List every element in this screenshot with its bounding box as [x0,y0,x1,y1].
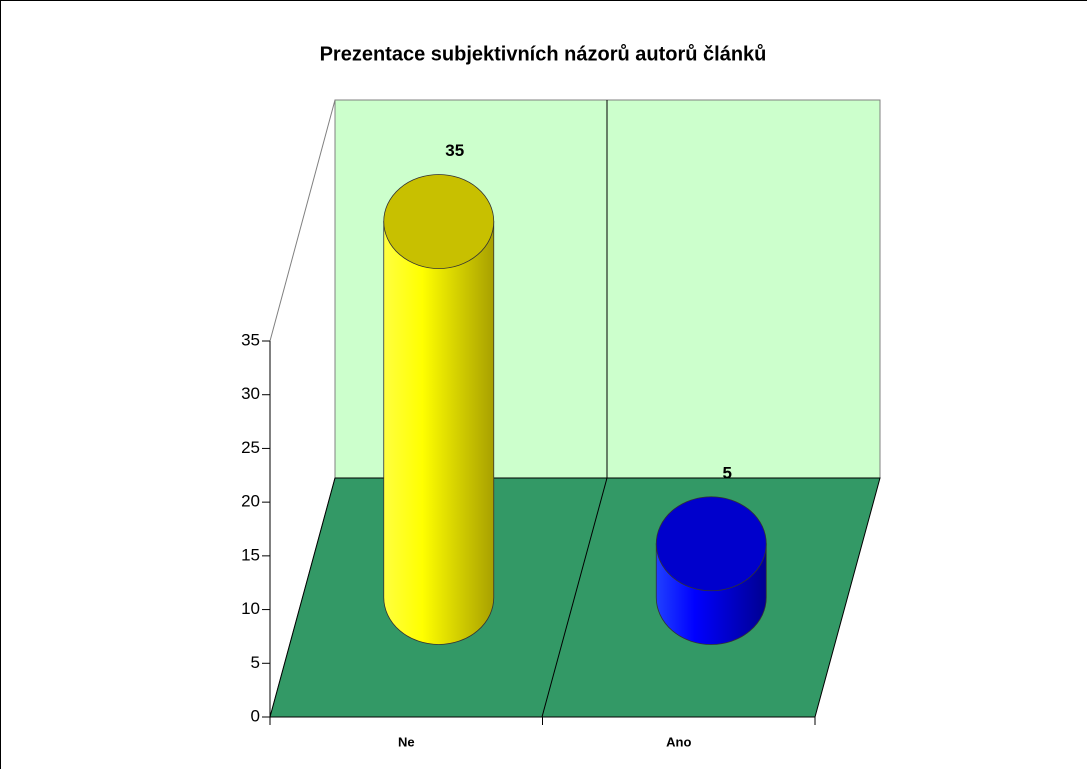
y-tick-label: 15 [241,545,260,564]
y-tick-label: 10 [241,599,260,618]
y-tick-label: 30 [241,384,260,403]
floor-divider [541,477,608,718]
y-tick-label: 35 [241,330,260,349]
y-tick-label: 5 [251,653,260,672]
y-tick-label: 25 [241,438,260,457]
value-label: 35 [445,141,464,160]
x-tick-label: Ne [398,734,415,749]
bar-top [655,496,767,592]
bar [383,221,495,645]
x-tick-label: Ano [666,734,691,749]
chart-title: Prezentace subjektivních názorů autorů č… [320,43,767,65]
y-tick-label: 20 [241,492,260,511]
y-tick-label: 0 [251,706,260,725]
value-label: 5 [723,463,732,482]
bar-top [383,174,495,269]
